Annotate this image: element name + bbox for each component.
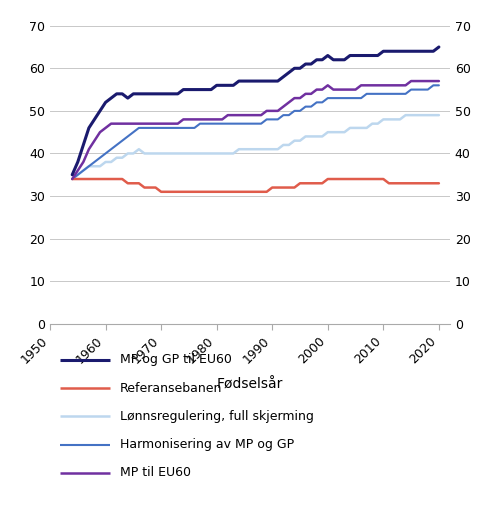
MP til EU60 [408, 78, 414, 84]
Harmonisering av MP og GP [69, 176, 75, 182]
MP og GP til EU60 [347, 52, 353, 59]
X-axis label: Fødselsår: Fødselsår [217, 377, 283, 391]
MP til EU60 [69, 176, 75, 182]
MP til EU60 [219, 116, 225, 122]
MP og GP til EU60 [414, 48, 420, 54]
MP til EU60 [347, 86, 353, 93]
Text: Lønnsregulering, full skjerming: Lønnsregulering, full skjerming [120, 410, 314, 423]
Referansebanen [69, 176, 75, 182]
Line: Lønnsregulering, full skjerming: Lønnsregulering, full skjerming [72, 115, 439, 179]
Harmonisering av MP og GP [436, 82, 442, 88]
Referansebanen [242, 189, 248, 195]
Text: Referansebanen: Referansebanen [120, 381, 222, 395]
Harmonisering av MP og GP [430, 82, 436, 88]
Harmonisering av MP og GP [408, 86, 414, 93]
Referansebanen [125, 180, 131, 187]
Harmonisering av MP og GP [347, 95, 353, 101]
Harmonisering av MP og GP [125, 133, 131, 139]
Lønnsregulering, full skjerming [125, 151, 131, 157]
MP og GP til EU60 [125, 95, 131, 101]
Lønnsregulering, full skjerming [402, 112, 408, 118]
Referansebanen [414, 180, 420, 187]
MP og GP til EU60 [436, 44, 442, 50]
Referansebanen [225, 189, 231, 195]
Lønnsregulering, full skjerming [414, 112, 420, 118]
MP til EU60 [414, 78, 420, 84]
MP til EU60 [236, 112, 242, 118]
Referansebanen [114, 176, 119, 182]
Lønnsregulering, full skjerming [219, 151, 225, 157]
Line: Referansebanen: Referansebanen [72, 179, 439, 192]
Text: MP til EU60: MP til EU60 [120, 466, 191, 480]
MP til EU60 [436, 78, 442, 84]
Line: Harmonisering av MP og GP: Harmonisering av MP og GP [72, 85, 439, 179]
MP og GP til EU60 [219, 82, 225, 88]
MP til EU60 [114, 121, 119, 127]
Text: Harmonisering av MP og GP: Harmonisering av MP og GP [120, 438, 294, 451]
Lønnsregulering, full skjerming [114, 155, 119, 161]
Referansebanen [436, 180, 442, 187]
Harmonisering av MP og GP [219, 121, 225, 127]
MP og GP til EU60 [236, 78, 242, 84]
MP til EU60 [125, 121, 131, 127]
Harmonisering av MP og GP [114, 142, 119, 148]
Referansebanen [352, 176, 358, 182]
MP og GP til EU60 [69, 172, 75, 178]
Lønnsregulering, full skjerming [347, 125, 353, 131]
Lønnsregulering, full skjerming [69, 176, 75, 182]
Lønnsregulering, full skjerming [436, 112, 442, 118]
Line: MP til EU60: MP til EU60 [72, 81, 439, 179]
Text: MP og GP til EU60: MP og GP til EU60 [120, 353, 232, 366]
Harmonisering av MP og GP [236, 121, 242, 127]
MP og GP til EU60 [152, 91, 158, 97]
Referansebanen [158, 189, 164, 195]
Lønnsregulering, full skjerming [236, 146, 242, 152]
Line: MP og GP til EU60: MP og GP til EU60 [72, 47, 439, 175]
